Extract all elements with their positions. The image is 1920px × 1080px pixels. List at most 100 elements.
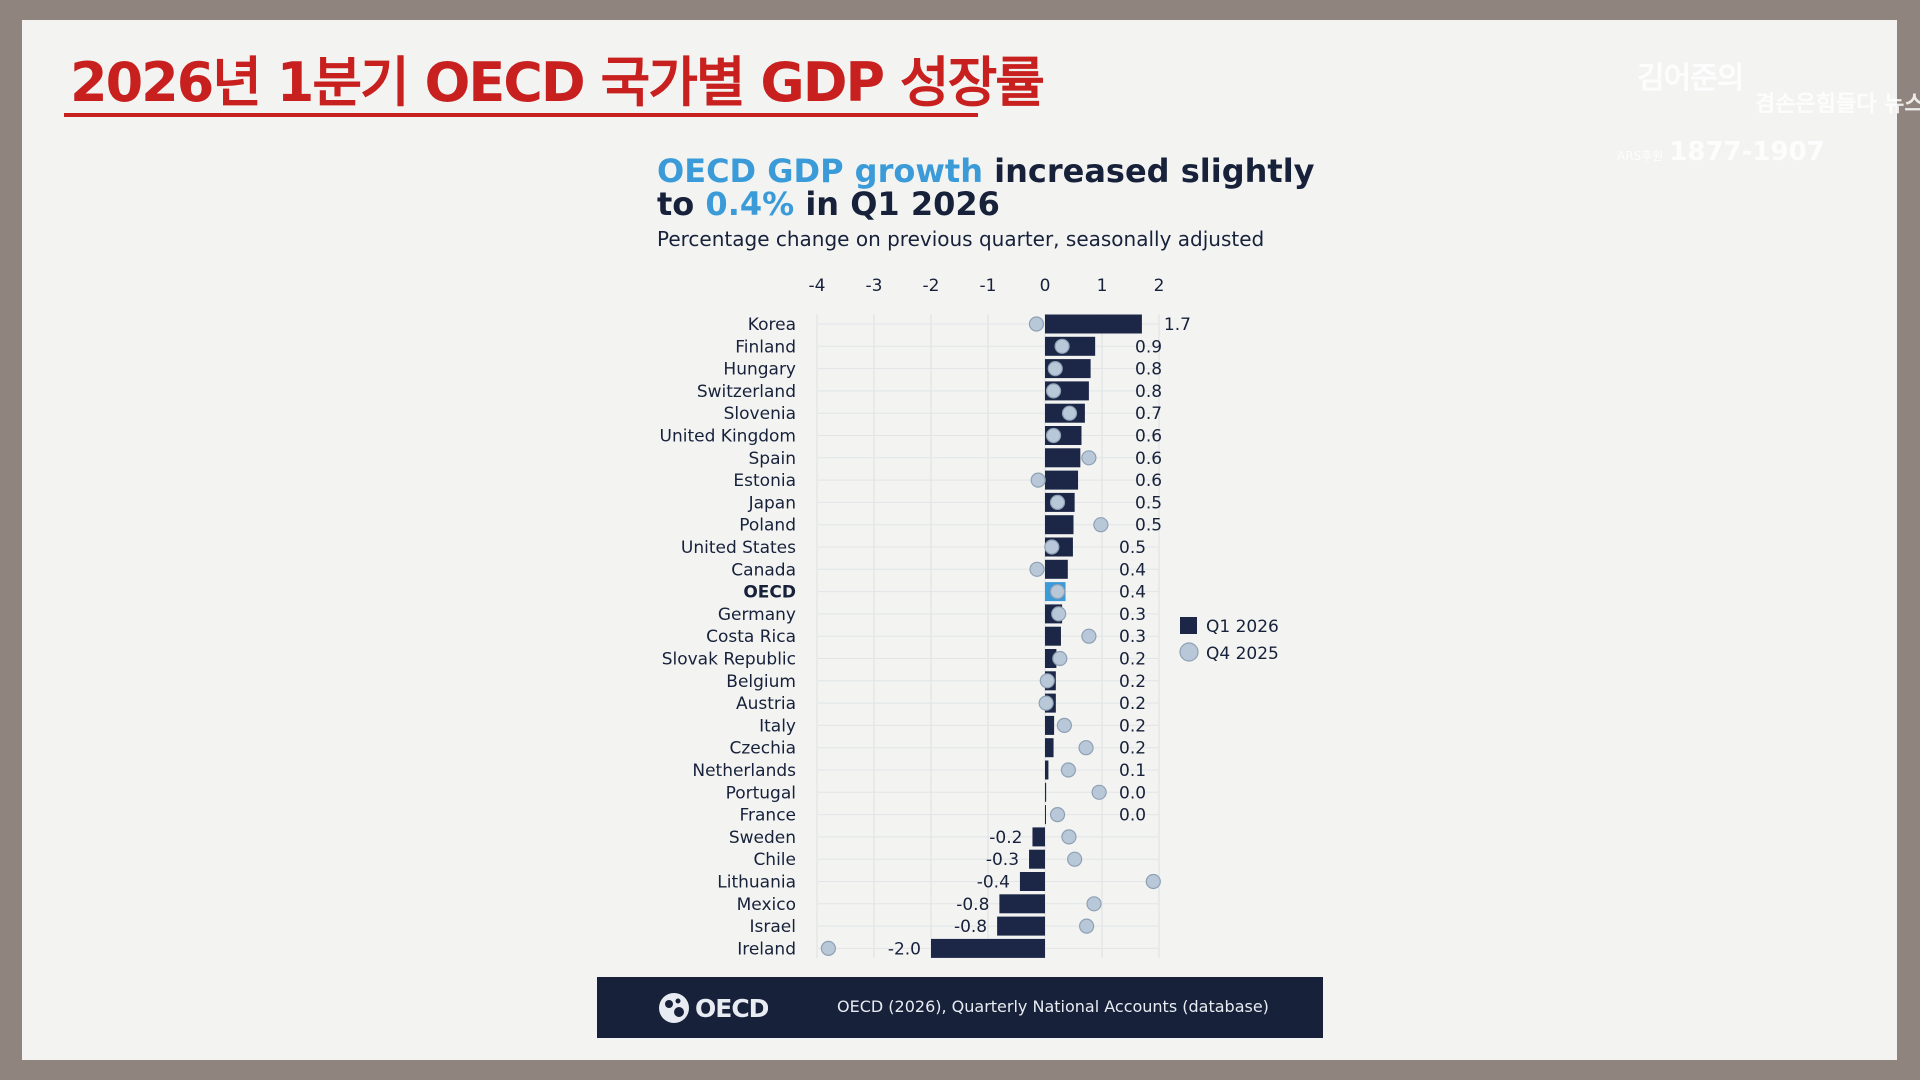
value-label: -0.8 xyxy=(956,895,989,915)
x-tick-label: 1 xyxy=(1097,276,1108,296)
dot-q4-2025 xyxy=(1052,650,1068,667)
watermark-ars: ARS후원 1877-1907 xyxy=(1617,137,1825,167)
bar-q1-2026 xyxy=(1045,559,1068,579)
chart-title-highlight: OECD GDP growth xyxy=(657,152,983,190)
category-label: United Kingdom xyxy=(660,427,796,447)
x-tick-label: 2 xyxy=(1154,276,1165,296)
chart-title-text: increased slightly xyxy=(982,152,1315,190)
value-label: 0.2 xyxy=(1119,694,1146,714)
chart-subtitle: Percentage change on previous quarter, s… xyxy=(657,227,1265,251)
bar-q1-2026 xyxy=(1045,470,1079,490)
bar-q1-2026 xyxy=(1045,649,1057,668)
category-label: United States xyxy=(681,538,796,558)
value-label: -0.8 xyxy=(954,917,987,937)
dot-q4-2025 xyxy=(1045,383,1062,399)
value-label: -2.0 xyxy=(888,939,921,959)
value-label: -0.3 xyxy=(986,850,1019,870)
dot-q4-2025 xyxy=(1060,762,1076,778)
dot-q4-2025 xyxy=(1067,851,1083,867)
value-label: 0.6 xyxy=(1135,449,1162,469)
watermark-program-line2: 겸손은힘들다 뉴스공장 xyxy=(1755,92,1920,117)
bar-q1-2026 xyxy=(1045,738,1054,758)
bar-q1-2026 xyxy=(1045,314,1142,334)
x-tick-label: 0 xyxy=(1040,276,1051,296)
value-label: 0.6 xyxy=(1135,427,1162,447)
category-label: Hungary xyxy=(723,360,796,380)
bar-q1-2026 xyxy=(1045,336,1096,356)
bar-q1-2026 xyxy=(1032,827,1045,847)
value-label: 0.8 xyxy=(1135,382,1162,402)
dot-q4-2025 xyxy=(1086,896,1102,912)
category-label: Korea xyxy=(748,315,796,335)
oecd-globe-icon xyxy=(659,993,689,1023)
value-label: 0.1 xyxy=(1119,761,1146,781)
category-label: Austria xyxy=(736,694,796,714)
category-label: OECD xyxy=(743,583,796,603)
dot-q4-2025 xyxy=(1049,806,1066,823)
value-label: 0.2 xyxy=(1119,716,1146,736)
dot-q4-2025 xyxy=(1081,628,1097,644)
dot-q4-2025 xyxy=(820,940,837,957)
value-label: 0.9 xyxy=(1135,337,1162,357)
category-label: Poland xyxy=(739,516,796,536)
category-label: Mexico xyxy=(737,895,796,915)
slide-panel: 2026년 1분기 OECD 국가별 GDP 성장률 김어준의 겸손은힘들다 뉴… xyxy=(22,20,1920,1060)
legend-swatch-q4-2025 xyxy=(1179,642,1199,662)
oecd-logo-text: OECD xyxy=(695,993,769,1023)
dot-q4-2025 xyxy=(1145,873,1161,890)
dot-q4-2025 xyxy=(1051,606,1067,622)
category-label: Lithuania xyxy=(717,873,796,893)
chart-title-text-3: in Q1 2026 xyxy=(794,185,1000,223)
bar-q1-2026 xyxy=(997,916,1045,936)
bar-q1-2026 xyxy=(1045,805,1046,825)
category-label: Costa Rica xyxy=(706,627,796,647)
dot-q4-2025 xyxy=(1038,695,1054,711)
dot-q4-2025 xyxy=(1049,583,1066,600)
x-tick-label: -4 xyxy=(809,276,826,296)
value-label: 0.0 xyxy=(1119,783,1146,803)
dot-q4-2025 xyxy=(1079,918,1095,934)
category-label: Spain xyxy=(749,449,797,469)
source-citation: OECD (2026), Quarterly National Accounts… xyxy=(837,997,1269,1016)
dot-q4-2025 xyxy=(1044,539,1060,555)
dot-q4-2025 xyxy=(1081,450,1097,466)
x-tick-label: -3 xyxy=(866,276,883,296)
value-label: 0.5 xyxy=(1135,516,1162,536)
value-label: 0.4 xyxy=(1119,560,1146,580)
category-label: Israel xyxy=(750,917,796,937)
value-label: 0.3 xyxy=(1119,627,1146,647)
dot-q4-2025 xyxy=(1056,717,1072,734)
dot-q4-2025 xyxy=(1030,472,1046,488)
source-footer: OECD OECD (2026), Quarterly National Acc… xyxy=(597,977,1323,1038)
category-label: Slovenia xyxy=(724,404,796,424)
category-label: Japan xyxy=(748,493,796,513)
legend-label-q1-2026: Q1 2026 xyxy=(1206,617,1279,637)
bar-q1-2026 xyxy=(1045,760,1049,780)
category-label: Estonia xyxy=(733,471,796,491)
value-label: 0.7 xyxy=(1135,404,1162,424)
value-label: 0.6 xyxy=(1135,471,1162,491)
value-label: 0.5 xyxy=(1119,538,1146,558)
dot-q4-2025 xyxy=(1061,829,1077,845)
dot-q4-2025 xyxy=(1049,494,1066,510)
category-label: Portugal xyxy=(726,783,796,803)
dot-q4-2025 xyxy=(1029,561,1045,577)
bar-q1-2026 xyxy=(1045,626,1061,646)
category-label: Czechia xyxy=(729,739,796,759)
category-label: Sweden xyxy=(729,828,796,848)
watermark-program-line1: 김어준의 xyxy=(1637,61,1744,96)
dot-q4-2025 xyxy=(1054,338,1070,354)
oecd-logo: OECD xyxy=(657,991,769,1025)
bar-q1-2026 xyxy=(1029,849,1045,869)
watermark-phone: 1877-1907 xyxy=(1669,137,1825,167)
bar-q1-2026 xyxy=(931,938,1045,958)
chart-title: OECD GDP growth increased slightly to 0.… xyxy=(657,155,1315,221)
value-label: 0.2 xyxy=(1119,672,1146,692)
category-label: Switzerland xyxy=(697,382,796,402)
bar-q1-2026 xyxy=(1045,715,1055,735)
value-label: 1.7 xyxy=(1164,315,1191,335)
value-label: 0.3 xyxy=(1119,605,1146,625)
category-label: Ireland xyxy=(737,939,796,959)
category-label: Canada xyxy=(731,560,796,580)
